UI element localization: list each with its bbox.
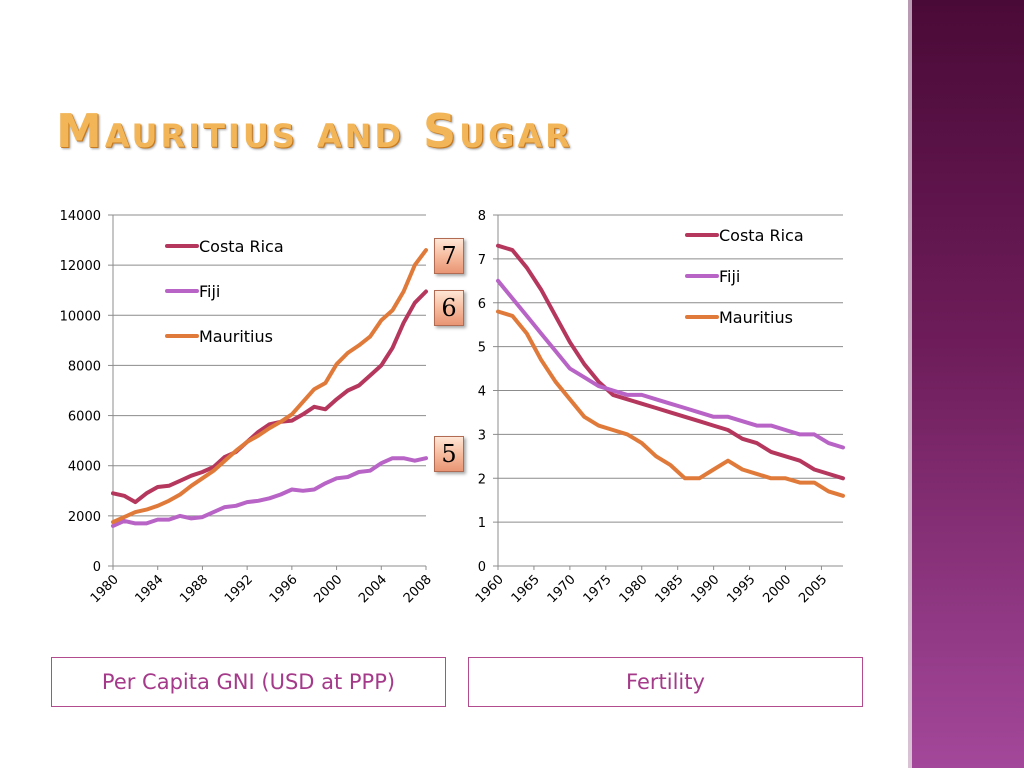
fertility-series-line-costa-rica xyxy=(496,243,845,481)
gni-series-line-costa-rica xyxy=(111,289,428,505)
gni-ytick-label: 12000 xyxy=(60,259,101,274)
fertility-ytick-label: 2 xyxy=(478,472,486,487)
fertility-legend-label: Mauritius xyxy=(719,308,793,327)
fertility-xtick-label: 2000 xyxy=(760,572,794,606)
slide-title: Mauritius and Sugar xyxy=(56,104,573,158)
gni-ytick-label: 0 xyxy=(93,560,101,575)
gni-xtick-label: 1996 xyxy=(267,572,301,606)
fertility-ytick-label: 4 xyxy=(478,385,486,400)
fertility-caption: Fertility xyxy=(626,670,705,694)
gni-legend-label: Fiji xyxy=(199,282,220,301)
marker-7: 7 xyxy=(434,238,464,274)
gni-ytick-label: 10000 xyxy=(60,309,101,324)
fertility-ytick-label: 6 xyxy=(478,297,486,312)
fertility-ytick-label: 3 xyxy=(478,428,486,443)
marker-5: 5 xyxy=(434,436,464,472)
gni-chart: 0 2000 4000 6000 8000 10000 12000 14000 1980 1984… xyxy=(60,209,435,606)
fertility-xtick-label: 1970 xyxy=(545,572,579,606)
gni-ytick-label: 8000 xyxy=(68,359,101,374)
gni-xtick-label: 1980 xyxy=(88,572,122,606)
gni-xtick-label: 1984 xyxy=(133,572,167,606)
marker-6: 6 xyxy=(434,290,464,326)
fertility-ytick-label: 7 xyxy=(478,253,486,268)
gni-ytick-label: 14000 xyxy=(60,209,101,224)
gni-caption: Per Capita GNI (USD at PPP) xyxy=(101,670,396,694)
gni-legend-label: Costa Rica xyxy=(199,237,284,256)
gni-legend-label: Mauritius xyxy=(199,327,273,346)
fertility-series-line-fiji xyxy=(496,278,845,450)
gni-series-line-mauritius xyxy=(111,248,428,525)
fertility-ytick-label: 0 xyxy=(478,560,486,575)
gni-xtick-label: 1988 xyxy=(177,572,211,606)
fertility-ytick-label: 1 xyxy=(478,516,486,531)
fertility-xtick-label: 1980 xyxy=(617,572,651,606)
fertility-ytick-label: 8 xyxy=(478,209,486,224)
fertility-legend-label: Costa Rica xyxy=(719,226,804,245)
gni-caption-box: Per Capita GNI (USD at PPP) xyxy=(51,657,446,707)
fertility-xtick-label: 1975 xyxy=(581,572,615,606)
fertility-xtick-label: 1965 xyxy=(509,572,543,606)
fertility-xtick-label: 2005 xyxy=(796,572,830,606)
sidebar-edge xyxy=(908,0,912,768)
fertility-ytick-label: 5 xyxy=(478,341,486,356)
fertility-caption-box: Fertility xyxy=(468,657,863,707)
fertility-legend-label: Fiji xyxy=(719,267,740,286)
fertility-xtick-label: 1995 xyxy=(724,572,758,606)
gni-xtick-label: 1992 xyxy=(222,572,256,606)
fertility-xtick-label: 1960 xyxy=(473,572,507,606)
gni-ytick-label: 4000 xyxy=(68,460,101,475)
gni-xtick-label: 2004 xyxy=(356,572,390,606)
gni-xtick-label: 2008 xyxy=(401,572,435,606)
gni-ytick-label: 2000 xyxy=(68,510,101,525)
fertility-xtick-label: 1990 xyxy=(688,572,722,606)
fertility-series-line-mauritius xyxy=(496,309,845,498)
gni-series-line-fiji xyxy=(111,456,428,528)
gni-xtick-label: 2000 xyxy=(311,572,345,606)
gni-ytick-label: 6000 xyxy=(68,410,101,425)
fertility-chart: 0 1 2 3 4 5 6 7 8 1960 1965 1970 1975 1980 1985 1990 199… xyxy=(473,209,845,606)
fertility-xtick-label: 1985 xyxy=(653,572,687,606)
decorative-sidebar xyxy=(912,0,1024,768)
